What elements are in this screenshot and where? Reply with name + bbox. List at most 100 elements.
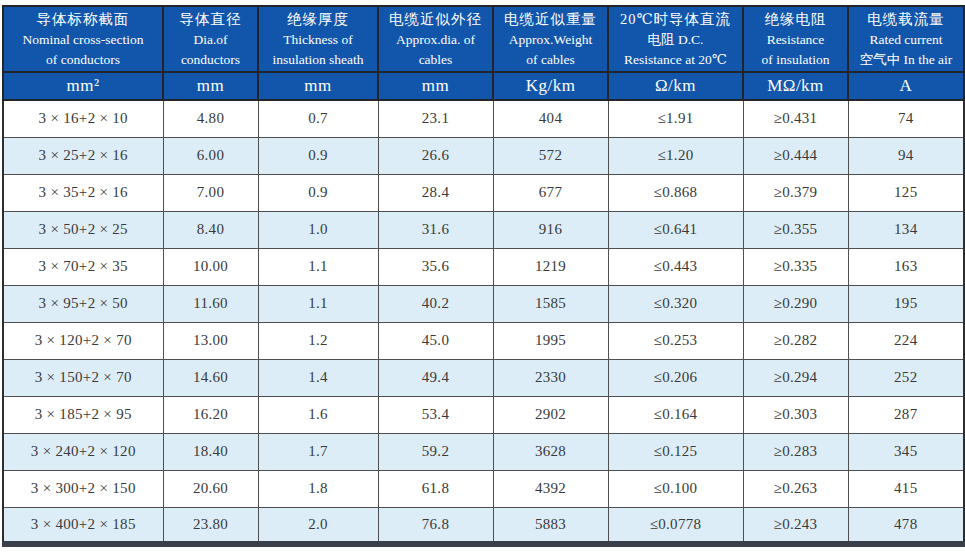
table-cell: 59.2: [378, 433, 493, 470]
table-cell: ≤0.0778: [608, 507, 743, 544]
column-header-approx-dia-of-cables: 电缆近似外径Approx.dia. ofcables: [378, 6, 493, 72]
table-cell: 3 × 185+2 × 95: [3, 396, 163, 433]
table-cell: 23.1: [378, 100, 493, 137]
table-cell: 20.60: [163, 470, 258, 507]
column-unit-dia-of-conductors: mm: [163, 72, 258, 100]
table-cell: ≥0.444: [743, 137, 848, 174]
table-cell: ≥0.294: [743, 359, 848, 396]
table-cell: 287: [848, 396, 964, 433]
table-cell: ≥0.303: [743, 396, 848, 433]
table-cell: ≥0.283: [743, 433, 848, 470]
table-row: 3 × 16+2 × 104.800.723.1404≤1.91≥0.43174: [3, 100, 964, 137]
table-cell: 16.20: [163, 396, 258, 433]
table-cell: 13.00: [163, 322, 258, 359]
table-cell: 1.8: [258, 470, 378, 507]
table-cell: 8.40: [163, 211, 258, 248]
table-cell: 3 × 25+2 × 16: [3, 137, 163, 174]
table-row: 3 × 70+2 × 3510.001.135.61219≤0.443≥0.33…: [3, 248, 964, 285]
table-row: 3 × 120+2 × 7013.001.245.01995≤0.253≥0.2…: [3, 322, 964, 359]
column-unit-approx-weight: Kg/km: [493, 72, 608, 100]
column-header-line: Approx.Weight: [495, 30, 606, 50]
table-cell: 1995: [493, 322, 608, 359]
table-body: 3 × 16+2 × 104.800.723.1404≤1.91≥0.43174…: [3, 100, 964, 544]
table-cell: 45.0: [378, 322, 493, 359]
column-header-line: insulation sheath: [260, 50, 376, 70]
table-cell: 28.4: [378, 174, 493, 211]
column-unit-approx-dia-of-cables: mm: [378, 72, 493, 100]
column-header-nominal-cross-section: 导体标称截面Nominal cross-sectionof conductors: [3, 6, 163, 72]
table-cell: 4392: [493, 470, 608, 507]
table-cell: ≤0.320: [608, 285, 743, 322]
table-cell: 5883: [493, 507, 608, 544]
column-header-insulation-resistance: 绝缘电阻Resistanceof insulation: [743, 6, 848, 72]
column-header-line: 导体标称截面: [5, 9, 161, 30]
table-cell: 0.9: [258, 174, 378, 211]
table-cell: ≤0.253: [608, 322, 743, 359]
table-cell: ≥0.431: [743, 100, 848, 137]
table-cell: 224: [848, 322, 964, 359]
table-cell: 163: [848, 248, 964, 285]
column-header-dia-of-conductors: 导体直径Dia.ofconductors: [163, 6, 258, 72]
table-row: 3 × 35+2 × 167.000.928.4677≤0.868≥0.3791…: [3, 174, 964, 211]
table-cell: 3628: [493, 433, 608, 470]
table-cell: 195: [848, 285, 964, 322]
table-cell: ≥0.379: [743, 174, 848, 211]
table-cell: 3 × 35+2 × 16: [3, 174, 163, 211]
column-header-line: Dia.of: [165, 30, 256, 50]
table-cell: 1.6: [258, 396, 378, 433]
table-cell: 35.6: [378, 248, 493, 285]
header-unit-row: mm²mmmmmmKg/kmΩ/kmMΩ/kmA: [3, 72, 964, 100]
table-row: 3 × 400+2 × 18523.802.076.85883≤0.0778≥0…: [3, 507, 964, 544]
column-header-rated-current-in-air: 电缆载流量Rated current空气中 In the air: [848, 6, 964, 72]
table-cell: 10.00: [163, 248, 258, 285]
table-cell: ≤0.641: [608, 211, 743, 248]
column-header-approx-weight: 电缆近似重量Approx.Weightof cables: [493, 6, 608, 72]
table-row: 3 × 300+2 × 15020.601.861.84392≤0.100≥0.…: [3, 470, 964, 507]
table-header: 导体标称截面Nominal cross-sectionof conductors…: [3, 6, 964, 100]
column-header-line: 电缆近似外径: [380, 9, 491, 30]
table-cell: 23.80: [163, 507, 258, 544]
column-header-line: of insulation: [745, 50, 846, 70]
table-cell: 478: [848, 507, 964, 544]
column-header-line: Rated current: [850, 30, 962, 50]
table-cell: 677: [493, 174, 608, 211]
table-cell: 1.7: [258, 433, 378, 470]
column-unit-insulation-thickness: mm: [258, 72, 378, 100]
table-cell: 2330: [493, 359, 608, 396]
table-cell: 76.8: [378, 507, 493, 544]
column-header-dc-resistance-20c: 20℃时导体直流电阻 D.C.Resistance at 20℃: [608, 6, 743, 72]
table-cell: 572: [493, 137, 608, 174]
table-cell: 3 × 95+2 × 50: [3, 285, 163, 322]
table-cell: 3 × 70+2 × 35: [3, 248, 163, 285]
table-cell: 415: [848, 470, 964, 507]
table-cell: 345: [848, 433, 964, 470]
table-cell: ≤1.20: [608, 137, 743, 174]
table-cell: 18.40: [163, 433, 258, 470]
table-cell: 1219: [493, 248, 608, 285]
table-cell: 61.8: [378, 470, 493, 507]
table-cell: 134: [848, 211, 964, 248]
table-cell: 94: [848, 137, 964, 174]
column-header-line: 电缆近似重量: [495, 9, 606, 30]
table-row: 3 × 50+2 × 258.401.031.6916≤0.641≥0.3551…: [3, 211, 964, 248]
table-row: 3 × 150+2 × 7014.601.449.42330≤0.206≥0.2…: [3, 359, 964, 396]
table-cell: 49.4: [378, 359, 493, 396]
table-cell: 3 × 400+2 × 185: [3, 507, 163, 544]
column-header-line: 导体直径: [165, 9, 256, 30]
column-unit-nominal-cross-section: mm²: [3, 72, 163, 100]
table-cell: 0.9: [258, 137, 378, 174]
table-cell: ≤0.100: [608, 470, 743, 507]
column-header-line: 绝缘厚度: [260, 9, 376, 30]
table-cell: 11.60: [163, 285, 258, 322]
column-header-line: 空气中 In the air: [850, 50, 962, 70]
cable-spec-table-wrap: 导体标称截面Nominal cross-sectionof conductors…: [2, 5, 963, 547]
column-header-line: 绝缘电阻: [745, 9, 846, 30]
header-title-row: 导体标称截面Nominal cross-sectionof conductors…: [3, 6, 964, 72]
table-cell: ≤0.443: [608, 248, 743, 285]
column-header-line: Nominal cross-section: [5, 30, 161, 50]
table-cell: 0.7: [258, 100, 378, 137]
table-row: 3 × 95+2 × 5011.601.140.21585≤0.320≥0.29…: [3, 285, 964, 322]
column-header-line: of conductors: [5, 50, 161, 70]
table-cell: 3 × 120+2 × 70: [3, 322, 163, 359]
table-cell: 1.1: [258, 285, 378, 322]
